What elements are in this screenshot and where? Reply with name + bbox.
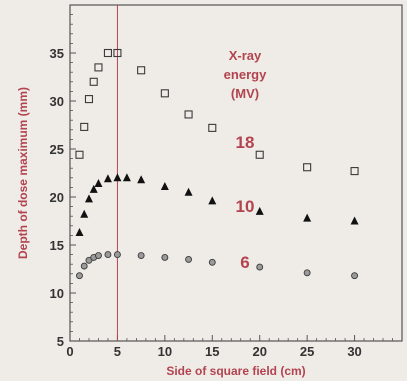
legend-title-line-1: X-ray — [229, 48, 262, 63]
point-6mv — [95, 252, 102, 260]
point-10mv — [350, 216, 359, 225]
point-18mv — [303, 163, 312, 172]
point-10mv — [84, 194, 93, 203]
y-tick-label: 5 — [57, 334, 64, 349]
point-18mv — [350, 167, 359, 176]
axis-ticks — [69, 4, 403, 342]
x-tick-label: 0 — [66, 344, 73, 359]
data-points — [75, 48, 359, 280]
point-18mv — [80, 122, 89, 131]
point-18mv — [103, 48, 112, 58]
y-tick-label: 25 — [50, 142, 64, 157]
point-6mv — [104, 251, 112, 259]
point-10mv — [89, 184, 98, 193]
point-6mv — [185, 255, 193, 263]
legend-title-line-3: (MV) — [231, 86, 259, 101]
x-tick-label: 15 — [205, 344, 219, 359]
x-axis-label: Side of square field (cm) — [166, 364, 305, 378]
legend-title-line-2: energy — [224, 67, 267, 82]
point-18mv — [255, 150, 264, 159]
point-10mv — [160, 181, 169, 190]
point-10mv — [255, 206, 264, 215]
point-10mv — [184, 187, 193, 196]
point-10mv — [94, 179, 103, 188]
x-tick-label: 5 — [114, 344, 121, 359]
point-10mv — [122, 173, 131, 182]
point-18mv — [160, 89, 169, 98]
point-18mv — [89, 77, 98, 86]
point-10mv — [103, 174, 112, 183]
point-10mv — [75, 228, 84, 237]
point-18mv — [94, 63, 103, 72]
point-6mv — [351, 272, 359, 280]
point-6mv — [256, 263, 264, 271]
point-18mv — [84, 95, 94, 104]
point-18mv — [113, 48, 122, 58]
plot-frame — [69, 4, 403, 342]
x-tick-label: 25 — [300, 344, 314, 359]
point-6mv — [161, 254, 169, 261]
y-tick-label: 15 — [50, 238, 64, 253]
series-label-6: 6 — [240, 253, 249, 272]
series-label-10: 10 — [236, 197, 255, 216]
point-6mv — [137, 252, 145, 260]
x-tick-label: 30 — [347, 344, 361, 359]
y-tick-label: 35 — [50, 46, 64, 61]
x-tick-label: 10 — [158, 344, 172, 359]
point-6mv — [113, 251, 121, 259]
point-6mv — [208, 258, 216, 266]
y-tick-label: 20 — [50, 190, 64, 205]
point-18mv — [137, 66, 146, 75]
point-10mv — [137, 175, 146, 184]
point-6mv — [80, 262, 88, 270]
point-6mv — [76, 272, 83, 280]
point-18mv — [75, 150, 84, 159]
point-18mv — [184, 110, 193, 119]
y-tick-label: 10 — [50, 286, 64, 301]
point-18mv — [208, 123, 217, 132]
point-10mv — [208, 196, 217, 205]
point-10mv — [80, 209, 89, 218]
point-10mv — [303, 213, 312, 222]
y-axis-label: Depth of dose maximum (mm) — [16, 87, 30, 259]
x-tick-label: 20 — [252, 344, 266, 359]
point-10mv — [113, 173, 122, 182]
y-tick-label: 30 — [50, 94, 64, 109]
point-6mv — [303, 269, 311, 277]
series-label-18: 18 — [236, 133, 255, 152]
